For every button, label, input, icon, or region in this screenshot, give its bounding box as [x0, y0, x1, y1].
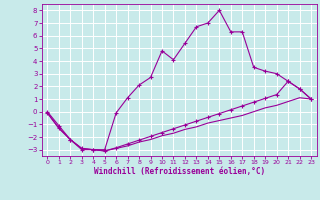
X-axis label: Windchill (Refroidissement éolien,°C): Windchill (Refroidissement éolien,°C): [94, 167, 265, 176]
